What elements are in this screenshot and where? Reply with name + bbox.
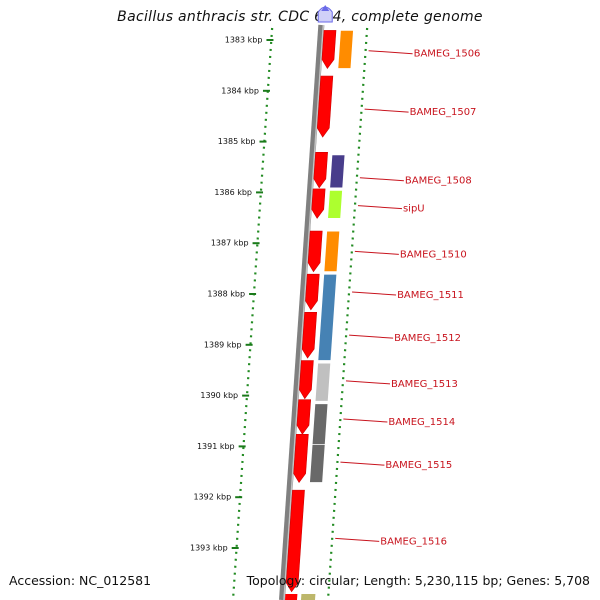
cog-block bbox=[317, 273, 338, 361]
forward-gene-arrow bbox=[301, 312, 318, 359]
backbone-track bbox=[279, 5, 333, 600]
forward-gene-track bbox=[285, 30, 337, 600]
gene-label-leader bbox=[364, 108, 409, 113]
position-tick-label: 1387 kbp bbox=[211, 239, 249, 248]
position-tick-label: 1391 kbp bbox=[197, 442, 235, 451]
forward-gene-arrow bbox=[285, 489, 305, 593]
position-tick-label: 1393 kbp bbox=[190, 544, 228, 553]
gene-label-leader bbox=[354, 250, 399, 255]
forward-gene-arrow bbox=[305, 273, 320, 311]
cog-block-partial bbox=[301, 594, 316, 600]
gene-label-leader bbox=[345, 380, 391, 385]
outer-dotted-line bbox=[327, 27, 369, 599]
forward-gene-arrow bbox=[316, 75, 334, 138]
cog-block bbox=[329, 154, 346, 189]
backbone-highlight bbox=[283, 24, 325, 600]
position-tick-label: 1388 kbp bbox=[207, 290, 245, 299]
position-tick-label: 1385 kbp bbox=[218, 137, 256, 146]
forward-gene-arrow bbox=[311, 188, 326, 219]
gene-label-leader bbox=[359, 177, 404, 182]
position-ticks: 1383 kbp 1384 kbp 1385 kbp 1386 kbp 1387 kbp… bbox=[190, 36, 274, 553]
gene-label: BAMEG_1510 bbox=[400, 249, 467, 260]
topology-text: Topology: circular; Length: 5,230,115 bp… bbox=[246, 573, 590, 588]
gene-label: BAMEG_1512 bbox=[394, 333, 461, 344]
map-title: Bacillus anthracis str. CDC 684, complet… bbox=[117, 9, 483, 25]
cog-track bbox=[301, 29, 354, 600]
dotted-track-lines bbox=[232, 27, 369, 599]
inner-dotted-line bbox=[232, 27, 274, 599]
gene-label: BAMEG_1516 bbox=[380, 536, 447, 547]
gene-label: BAMEG_1506 bbox=[414, 49, 481, 60]
forward-gene-arrow bbox=[307, 230, 323, 273]
gene-label-leader bbox=[343, 418, 388, 423]
position-tick-label: 1390 kbp bbox=[200, 391, 238, 400]
gene-label-leader bbox=[335, 537, 380, 542]
forward-gene-arrow bbox=[321, 30, 337, 70]
gene-label: BAMEG_1508 bbox=[405, 176, 472, 187]
position-marker-arrow bbox=[321, 5, 330, 11]
gene-label: sipU bbox=[403, 204, 425, 215]
gene-label: BAMEG_1507 bbox=[410, 107, 477, 118]
gene-label: BAMEG_1511 bbox=[397, 290, 464, 301]
position-tick-label: 1386 kbp bbox=[214, 188, 252, 197]
gene-label: BAMEG_1515 bbox=[385, 460, 452, 471]
gene-label-leader bbox=[349, 334, 394, 339]
cog-block bbox=[314, 362, 332, 402]
position-tick-label: 1384 kbp bbox=[221, 86, 259, 95]
cog-block bbox=[337, 29, 354, 69]
forward-gene-partial bbox=[285, 594, 298, 600]
forward-gene-arrow bbox=[313, 152, 328, 189]
cog-block bbox=[327, 190, 343, 219]
gene-label-leader bbox=[368, 50, 413, 55]
accession-text: Accession: NC_012581 bbox=[9, 573, 152, 588]
gene-label: BAMEG_1513 bbox=[391, 379, 458, 390]
gene-label: BAMEG_1514 bbox=[388, 417, 455, 428]
position-tick-label: 1389 kbp bbox=[204, 340, 242, 349]
forward-gene-arrow bbox=[293, 433, 309, 484]
gene-label-leader bbox=[357, 205, 403, 210]
position-tick-label: 1392 kbp bbox=[193, 493, 231, 502]
cog-block bbox=[311, 403, 329, 445]
cog-block bbox=[309, 444, 326, 483]
gene-label-leader bbox=[352, 291, 397, 296]
position-tick-label: 1383 kbp bbox=[225, 36, 263, 45]
backbone-line bbox=[279, 24, 325, 600]
forward-gene-arrow bbox=[296, 399, 312, 435]
gene-label-leader bbox=[340, 461, 385, 466]
gene-labels: BAMEG_1506 BAMEG_1507 BAMEG_1508 sipU BAMEG_… bbox=[335, 49, 481, 547]
cog-block bbox=[323, 230, 341, 273]
forward-gene-arrow bbox=[299, 360, 314, 400]
